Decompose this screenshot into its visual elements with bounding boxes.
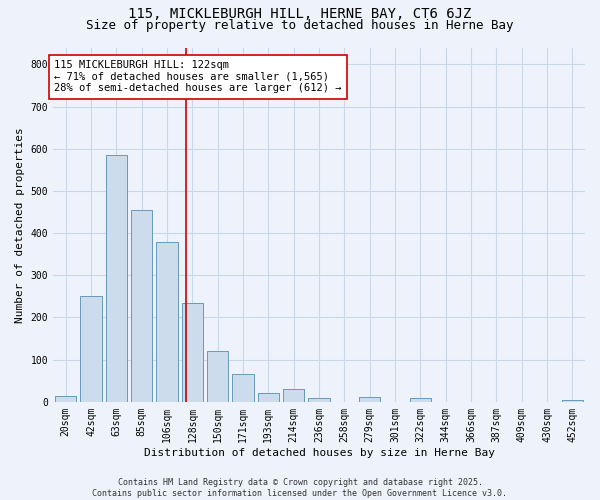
Bar [257, 394, 279, 402]
Bar [410, 398, 431, 402]
Bar [131, 210, 152, 402]
Bar [182, 302, 203, 402]
Bar [80, 296, 102, 402]
Text: Contains HM Land Registry data © Crown copyright and database right 2025.
Contai: Contains HM Land Registry data © Crown c… [92, 478, 508, 498]
Bar [232, 374, 254, 402]
Bar [156, 242, 178, 402]
Text: Size of property relative to detached houses in Herne Bay: Size of property relative to detached ho… [86, 19, 514, 32]
X-axis label: Distribution of detached houses by size in Herne Bay: Distribution of detached houses by size … [143, 448, 494, 458]
Bar [562, 400, 583, 402]
Bar [283, 389, 304, 402]
Y-axis label: Number of detached properties: Number of detached properties [15, 127, 25, 322]
Bar [106, 155, 127, 402]
Bar [55, 396, 76, 402]
Bar [308, 398, 330, 402]
Bar [359, 397, 380, 402]
Text: 115 MICKLEBURGH HILL: 122sqm
← 71% of detached houses are smaller (1,565)
28% of: 115 MICKLEBURGH HILL: 122sqm ← 71% of de… [55, 60, 342, 94]
Text: 115, MICKLEBURGH HILL, HERNE BAY, CT6 6JZ: 115, MICKLEBURGH HILL, HERNE BAY, CT6 6J… [128, 8, 472, 22]
Bar [207, 351, 229, 402]
